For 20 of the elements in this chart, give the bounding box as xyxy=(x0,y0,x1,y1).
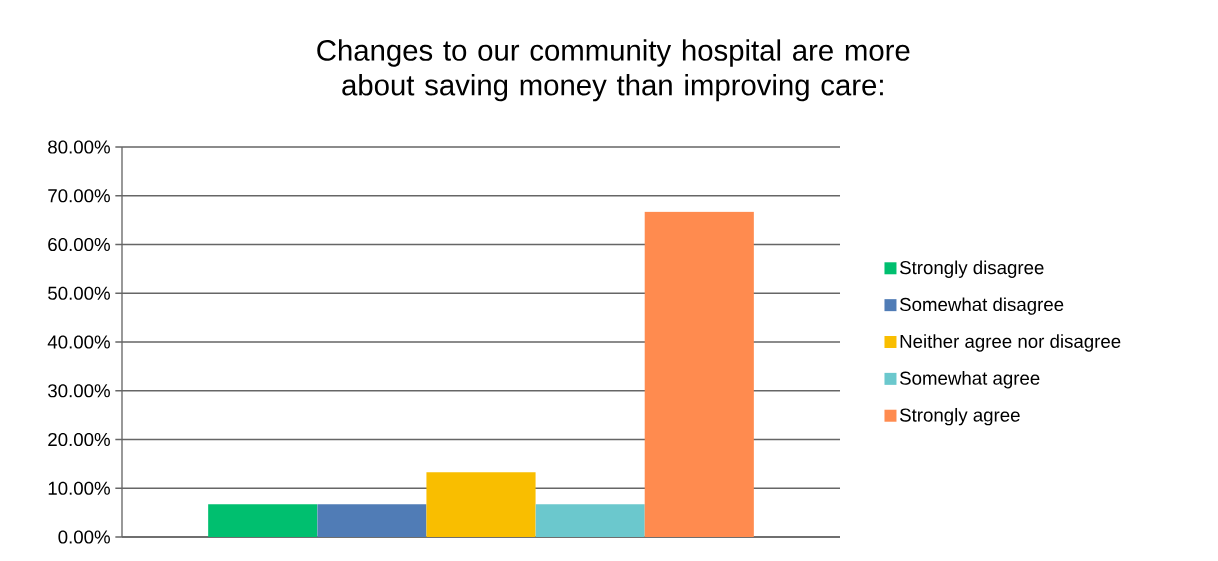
y-tick-label: 50.00% xyxy=(48,286,110,300)
y-tick-label: 0.00% xyxy=(58,530,110,544)
bar xyxy=(535,504,645,537)
legend-label: Neither agree nor disagree xyxy=(900,334,1121,352)
legend-label: Somewhat disagree xyxy=(900,297,1064,315)
y-tick-label: 20.00% xyxy=(48,432,110,447)
bar xyxy=(426,472,536,537)
y-tick-label: 70.00% xyxy=(48,189,110,203)
legend-label: Strongly agree xyxy=(900,407,1020,426)
legend-label: Somewhat agree xyxy=(900,371,1040,389)
y-tick-label: 80.00% xyxy=(48,140,110,154)
bar xyxy=(208,504,318,537)
y-tick-label: 40.00% xyxy=(47,335,110,349)
bar xyxy=(317,504,427,537)
y-tick-label: 30.00% xyxy=(48,384,110,398)
y-tick-label: 60.00% xyxy=(48,237,110,252)
bar xyxy=(644,211,754,537)
y-tick-label: 10.00% xyxy=(48,481,110,495)
legend-label: Strongly disagree xyxy=(900,260,1044,278)
chart-title: Changes to our community hospital are more about saving money than improving care: xyxy=(317,39,910,102)
